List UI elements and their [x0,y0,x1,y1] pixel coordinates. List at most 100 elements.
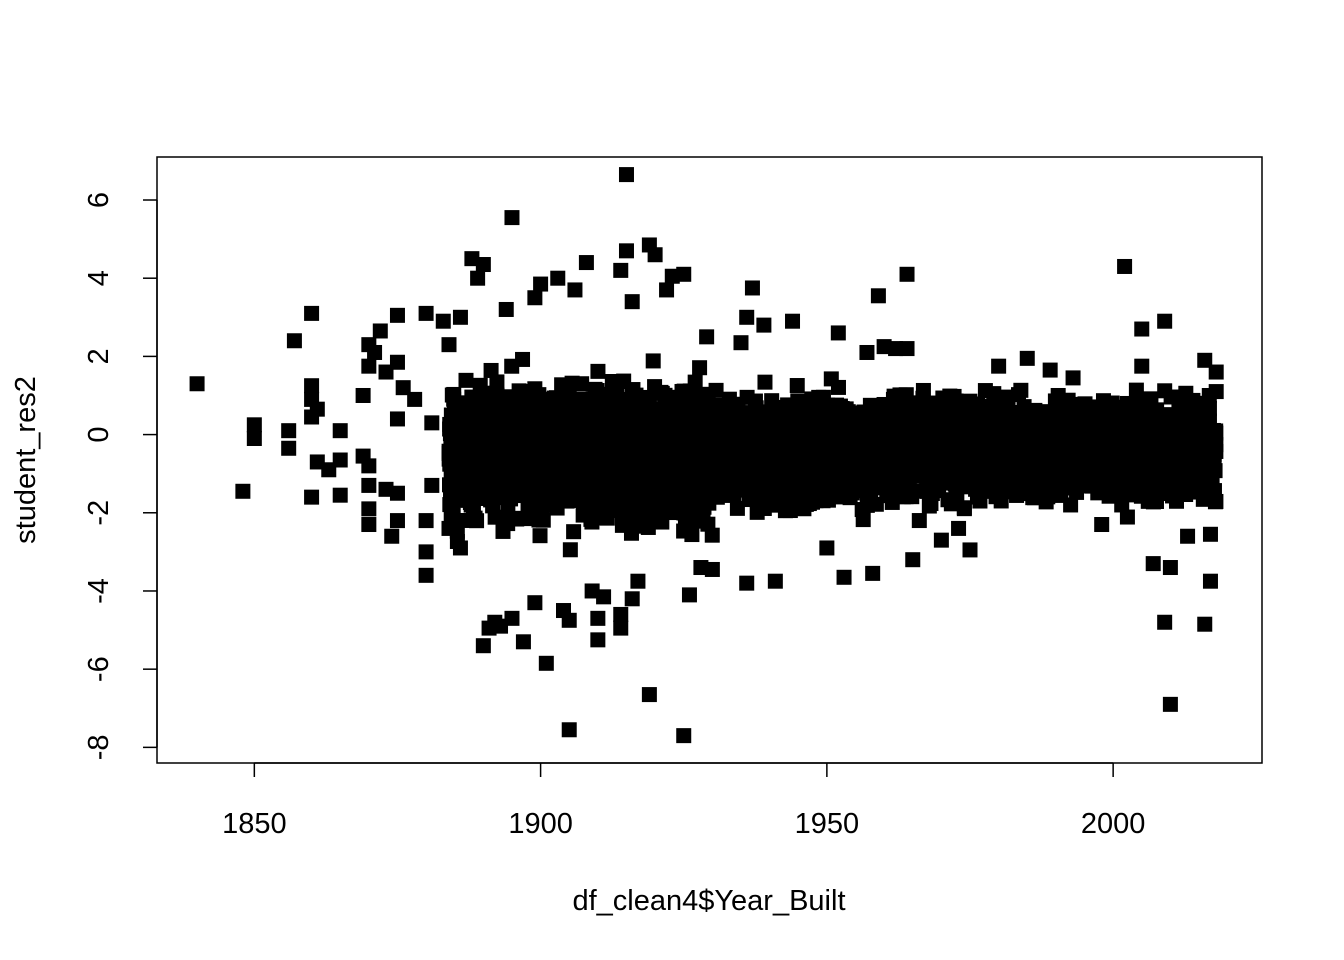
data-point [483,362,499,378]
data-point [309,401,325,417]
data-point [708,382,724,398]
data-point [458,372,474,388]
data-point [537,420,553,436]
data-point [557,397,573,413]
data-point [608,469,624,485]
data-point [321,462,337,478]
data-point [704,561,720,577]
dense-point-cloud [441,351,1224,558]
data-point [464,251,480,267]
data-point [1162,696,1178,712]
data-point [830,379,846,395]
data-point [864,427,880,443]
data-point [367,344,383,360]
data-point [896,460,912,476]
data-point [477,453,493,469]
data-point [832,398,848,414]
data-point [765,473,781,489]
data-point [361,517,377,533]
data-point [947,412,963,428]
data-point [1068,472,1084,488]
data-point [757,374,773,390]
data-point [561,722,577,738]
data-point [835,421,851,437]
data-point [590,632,606,648]
data-point [389,354,405,370]
data-point [970,396,986,412]
data-point [1058,451,1074,467]
data-point [912,463,928,479]
data-point [915,390,931,406]
data-point [623,427,639,443]
data-point [1174,436,1190,452]
data-point [584,514,600,530]
data-point [674,472,690,488]
data-point [522,472,538,488]
data-point [819,540,835,556]
data-point [332,487,348,503]
data-point [1163,389,1179,405]
data-point [1180,528,1196,544]
data-point [956,500,972,516]
data-point [1070,401,1086,417]
data-point [1033,427,1049,443]
data-point [1193,471,1209,487]
data-point [782,503,798,519]
data-point [587,381,603,397]
data-point [424,477,440,493]
data-point [746,440,762,456]
data-point [475,638,491,654]
data-point [1094,517,1110,533]
data-point [1121,483,1137,499]
data-point [584,452,600,468]
data-point [694,412,710,428]
data-point [1042,362,1058,378]
data-point [473,386,489,402]
data-point [1134,321,1150,337]
data-point [618,167,634,183]
data-point [974,467,990,483]
data-point [1065,370,1081,386]
data-point [584,424,600,440]
data-point [624,294,640,310]
data-point [767,573,783,589]
data-point [1164,473,1180,489]
data-point [477,432,493,448]
data-point [361,477,377,493]
y-axis-title: student_res2 [10,376,42,544]
data-point [892,432,908,448]
data-point [1005,422,1021,438]
data-point [1083,399,1099,415]
data-point [533,276,549,292]
data-point [509,420,525,436]
data-point [590,363,606,379]
data-point [613,262,629,278]
data-point [1108,467,1124,483]
data-point [614,517,630,533]
data-point [1041,448,1057,464]
x-axis-title: df_clean4$Year_Built [572,885,845,917]
data-point [731,408,747,424]
data-point [592,480,608,496]
data-point [1017,459,1033,475]
data-point [830,325,846,341]
data-point [933,449,949,465]
data-point [576,492,592,508]
data-point [486,417,502,433]
data-point [635,509,651,525]
data-point [475,257,491,273]
data-point [689,428,705,444]
data-point [581,396,597,412]
data-point [1119,395,1135,411]
data-point [599,510,615,526]
data-point [566,524,582,540]
data-point [281,423,297,439]
data-point [859,463,875,479]
data-point [442,497,458,513]
data-point [1197,352,1213,368]
data-point [602,498,618,514]
data-point [512,388,528,404]
data-point [561,612,577,628]
data-point [470,270,486,286]
data-point [235,483,251,499]
